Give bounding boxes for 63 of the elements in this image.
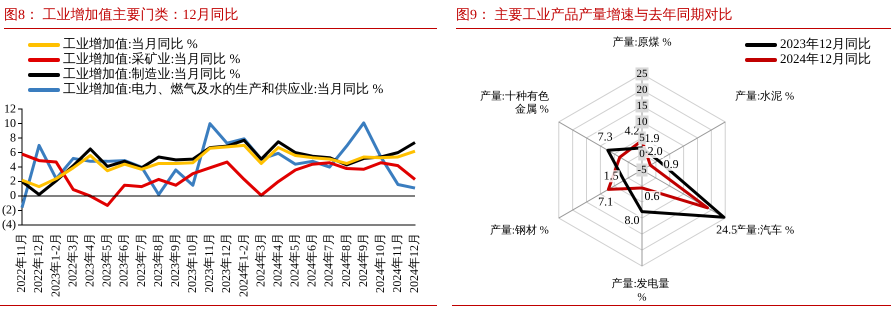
x-tick-label: 2023年8月	[150, 233, 165, 288]
data-label: 1.9	[644, 131, 660, 146]
data-label: 0.6	[644, 189, 660, 204]
legend-label: 工业增加值:当月同比 %	[63, 36, 198, 51]
y-tick-label: 0	[10, 188, 16, 202]
y-tick-label: 25	[636, 68, 648, 80]
x-tick-label: 2024年10月	[372, 233, 387, 294]
x-tick-label: 2023年6月	[116, 233, 131, 288]
data-label: 0.9	[664, 156, 679, 171]
data-label: 7.1	[598, 194, 614, 209]
legend-label: 2024年12月同比	[780, 51, 871, 66]
x-tick-label: 2023年12月	[219, 233, 234, 294]
y-tick-label: -5	[637, 164, 648, 176]
x-tick-label: 2024年9月	[356, 233, 370, 288]
x-tick-label: 2022年12月	[31, 233, 46, 294]
y-tick-label: 12	[4, 101, 16, 116]
spoke-label: 产量:发电量 %	[612, 277, 672, 304]
chart-title: 图8： 工业增加值主要门类：12月同比	[4, 6, 437, 29]
x-tick-label: 2023年10月	[185, 233, 200, 294]
y-tick-label: 10	[4, 116, 16, 130]
x-tick-label: 2024年6月	[304, 233, 319, 288]
chart-title: 图9： 主要工业产品产量增速与去年同期对比	[456, 6, 891, 29]
x-tick-label: 2024年12月	[407, 233, 422, 294]
y-tick-label: 15	[636, 100, 648, 112]
y-tick-label: 8	[10, 130, 16, 144]
y-tick-label: (2)	[2, 202, 16, 217]
spoke-label: 产量:钢材 %	[490, 223, 549, 236]
x-tick-label: 2024年7月	[322, 233, 336, 288]
y-tick-label: 5	[639, 132, 646, 144]
x-tick-label: 2022年11月	[14, 233, 28, 293]
y-tick-label: (4)	[2, 217, 16, 232]
x-tick-label: 2023年4月	[82, 233, 96, 288]
legend-label: 工业增加值:电力、燃气及水的生产和供应业:当月同比 %	[63, 81, 384, 96]
x-tick-label: 2023年9月	[168, 233, 182, 288]
legend-label: 工业增加值:采矿业:当月同比 %	[63, 51, 240, 66]
x-tick-label: 2023年5月	[100, 233, 114, 288]
x-tick-label: 2024年1-2月	[236, 233, 250, 298]
x-tick-label: 2023年11月	[202, 233, 216, 293]
spoke-label: 产量:原煤 %	[612, 35, 672, 48]
spoke-label: 产量:水泥 %	[735, 89, 794, 102]
y-tick-label: 10	[636, 116, 648, 128]
x-tick-label: 2024年3月	[253, 233, 268, 288]
x-tick-label: 2022年3月	[65, 233, 80, 288]
x-tick-label: 2024年8月	[338, 233, 353, 288]
data-label: 8.0	[624, 212, 640, 227]
y-tick-label: 6	[10, 144, 16, 159]
x-tick-label: 2024年4月	[270, 233, 284, 288]
y-tick-label: 20	[636, 84, 648, 96]
x-tick-label: 2024年5月	[288, 233, 302, 288]
spoke-label: 产量:汽车 %	[735, 223, 794, 236]
spoke-label: 产量:十种有色金属 %	[480, 89, 549, 116]
legend-label: 2023年12月同比	[780, 36, 871, 51]
x-tick-label: 2023年1-2月	[48, 233, 62, 298]
x-tick-label: 2024年11月	[390, 233, 404, 293]
data-label: -2.0	[644, 144, 663, 158]
x-tick-label: 2023年7月	[134, 233, 148, 288]
data-label: 7.3	[598, 129, 613, 144]
data-label: 1.5	[604, 168, 619, 182]
legend-label: 工业增加值:制造业:当月同比 %	[63, 66, 240, 81]
data-label: 24.5	[716, 222, 738, 237]
y-tick-label: 4	[10, 159, 16, 174]
y-tick-label: 2	[10, 174, 16, 188]
y-tick-label: 0	[639, 148, 646, 160]
